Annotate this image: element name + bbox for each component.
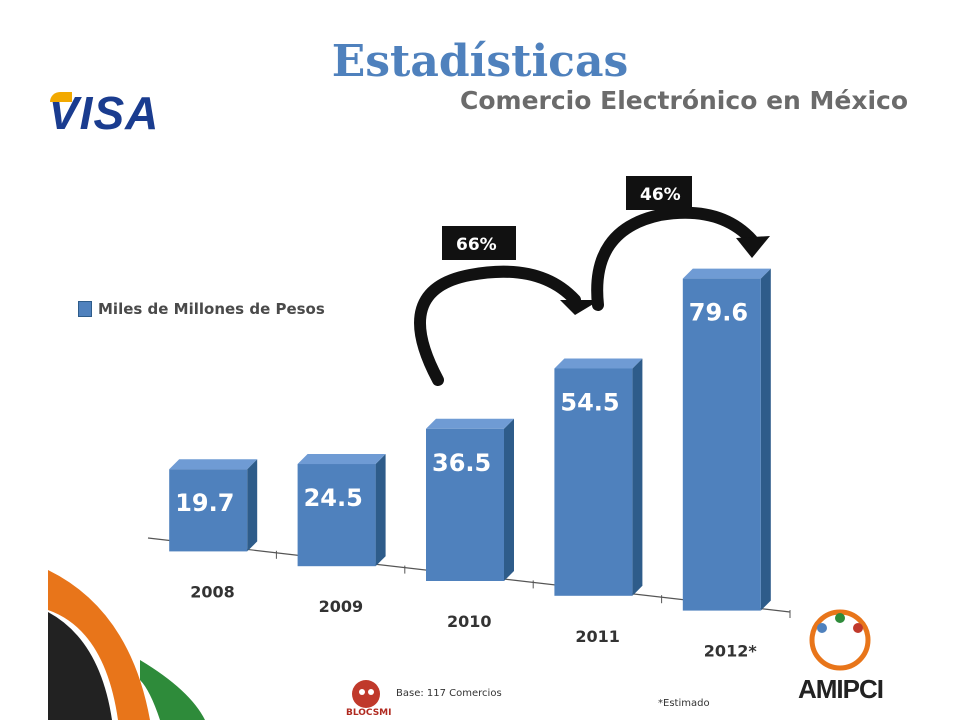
growth-arrow-2011 (591, 206, 758, 311)
bar-2010 (426, 428, 504, 581)
bar-2012* (682, 278, 761, 611)
bar-top-2012* (682, 268, 771, 279)
growth-label-box-2010 (442, 226, 516, 260)
chart-legend: Miles de Millones de Pesos (78, 300, 325, 318)
slide-title: Estadísticas (331, 36, 629, 87)
category-label-2009: 2009 (319, 597, 364, 616)
bar-side-2011 (632, 358, 643, 596)
visa-swoosh (50, 92, 72, 102)
amipci-dot-red (853, 623, 863, 633)
base-note: Base: 117 Comercios (396, 688, 502, 699)
growth-arrowhead-2010 (560, 300, 600, 315)
category-label-2008: 2008 (190, 582, 235, 601)
bar-2009 (297, 464, 376, 567)
data-label-2011: 54.5 (560, 388, 619, 416)
blog-mascot-eye (368, 689, 374, 695)
legend-label: Miles de Millones de Pesos (98, 300, 325, 318)
growth-arrow-2010 (414, 265, 581, 386)
growth-label-2011: 46% (640, 185, 681, 205)
visa-logo: VISA (48, 86, 159, 140)
growth-label-2010: 66% (456, 235, 497, 255)
amipci-dot-blue (817, 623, 827, 633)
bar-side-2010 (504, 418, 514, 581)
bar-2011 (554, 368, 633, 596)
bar-side-2008 (247, 459, 258, 552)
bar-top-2009 (297, 454, 386, 465)
amipci-circle-logo-icon (809, 609, 871, 671)
growth-label-box-2011 (626, 176, 692, 210)
growth-arrowhead-2011 (736, 236, 770, 258)
bar-side-2012* (760, 268, 771, 611)
data-label-2012*: 79.6 (689, 299, 748, 327)
bar-side-2009 (375, 454, 386, 567)
amipci-dot-green (835, 613, 845, 623)
chart-title: Comercio Electrónico en México (460, 86, 909, 115)
amipci-logo-text: AMIPCI (798, 674, 884, 704)
blog-mascot-eye (359, 689, 365, 695)
blog-mascot-icon (352, 680, 380, 708)
category-label-2012*: 2012* (704, 642, 758, 661)
data-label-2009: 24.5 (304, 484, 363, 512)
bar-top-2010 (426, 418, 514, 429)
decorative-swirl-dark (48, 612, 112, 720)
blog-logo-text: BLOCSMI (346, 708, 392, 718)
category-label-2010: 2010 (447, 612, 492, 631)
data-label-2010: 36.5 (432, 449, 491, 477)
category-label-2011: 2011 (575, 627, 620, 646)
legend-swatch (78, 301, 92, 317)
decorative-swirl-green (140, 660, 205, 720)
estimated-note: *Estimado (658, 698, 710, 709)
decorative-swirl-orange (48, 570, 150, 720)
bar-top-2008 (169, 459, 258, 470)
bar-2008 (169, 469, 248, 552)
data-label-2008: 19.7 (175, 489, 234, 517)
bar-top-2011 (554, 358, 643, 369)
